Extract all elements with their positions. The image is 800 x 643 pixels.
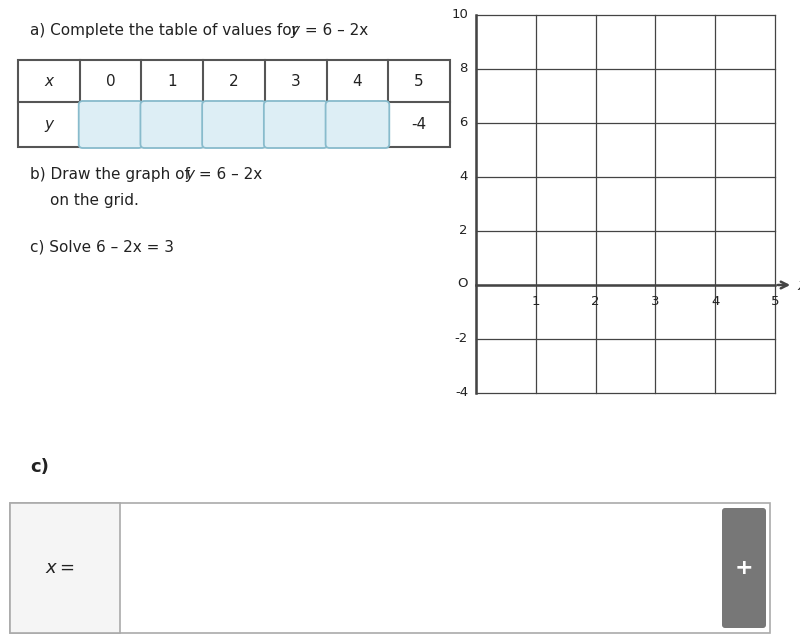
Text: 2: 2 xyxy=(591,295,600,308)
Text: x: x xyxy=(44,73,54,89)
Text: b) Draw the graph of: b) Draw the graph of xyxy=(30,167,194,182)
Text: 1: 1 xyxy=(531,295,540,308)
Text: y: y xyxy=(185,167,194,182)
Text: on the grid.: on the grid. xyxy=(50,193,139,208)
Text: 4: 4 xyxy=(711,295,719,308)
Text: 10: 10 xyxy=(451,8,468,21)
Text: 0: 0 xyxy=(106,73,115,89)
Text: c): c) xyxy=(30,458,49,476)
Text: +: + xyxy=(734,558,754,578)
Text: y: y xyxy=(44,117,54,132)
FancyBboxPatch shape xyxy=(722,508,766,628)
FancyBboxPatch shape xyxy=(326,101,390,148)
Text: $x =$: $x =$ xyxy=(45,559,75,577)
Text: -2: -2 xyxy=(454,332,468,345)
Bar xyxy=(10,503,120,633)
Text: O: O xyxy=(458,277,468,290)
Text: 1: 1 xyxy=(167,73,177,89)
FancyBboxPatch shape xyxy=(264,101,327,148)
Text: -4: -4 xyxy=(455,386,468,399)
FancyBboxPatch shape xyxy=(78,101,142,148)
FancyBboxPatch shape xyxy=(202,101,266,148)
Text: y: y xyxy=(290,23,299,38)
Text: 6: 6 xyxy=(460,116,468,129)
Bar xyxy=(18,60,450,147)
Text: 5: 5 xyxy=(770,295,779,308)
Text: 4: 4 xyxy=(460,170,468,183)
Text: 2: 2 xyxy=(459,224,468,237)
Text: 8: 8 xyxy=(460,62,468,75)
Text: = 6 – 2x: = 6 – 2x xyxy=(194,167,262,182)
Text: 5: 5 xyxy=(414,73,424,89)
Text: = 6 – 2x: = 6 – 2x xyxy=(300,23,368,38)
Text: a) Complete the table of values for: a) Complete the table of values for xyxy=(30,23,303,38)
Text: 4: 4 xyxy=(353,73,362,89)
Text: 3: 3 xyxy=(291,73,301,89)
Text: -4: -4 xyxy=(411,117,426,132)
Text: 3: 3 xyxy=(651,295,660,308)
Bar xyxy=(10,503,770,633)
Text: c) Solve 6 – 2x = 3: c) Solve 6 – 2x = 3 xyxy=(30,240,174,255)
Text: x: x xyxy=(797,278,800,293)
Text: 2: 2 xyxy=(229,73,239,89)
FancyBboxPatch shape xyxy=(141,101,204,148)
